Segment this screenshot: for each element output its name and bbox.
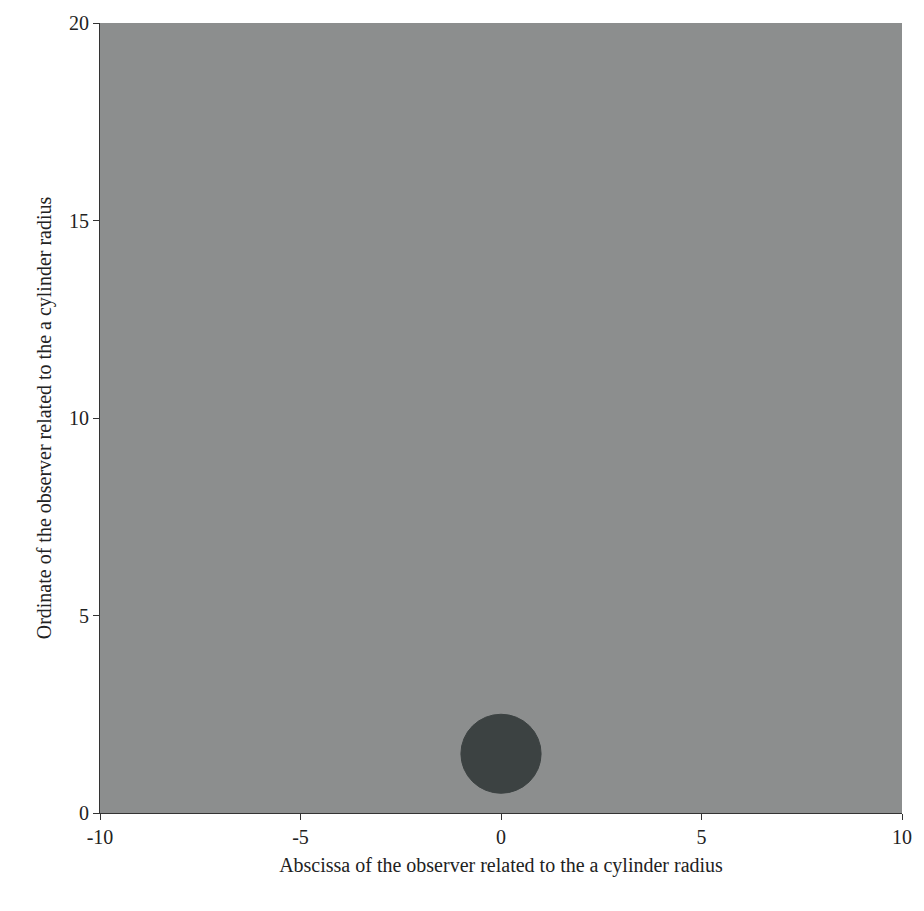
- svg-text:5: 5: [79, 605, 89, 627]
- svg-text:5: 5: [697, 826, 707, 848]
- svg-text:0: 0: [79, 802, 89, 824]
- svg-text:-5: -5: [292, 826, 309, 848]
- svg-text:10: 10: [69, 407, 89, 429]
- svg-text:Abscissa of the observer relat: Abscissa of the observer related to the …: [279, 854, 723, 877]
- svg-text:0: 0: [496, 826, 506, 848]
- svg-text:10: 10: [892, 826, 912, 848]
- svg-text:15: 15: [69, 210, 89, 232]
- svg-text:-10: -10: [87, 826, 114, 848]
- svg-text:20: 20: [69, 12, 89, 34]
- svg-text:Ordinate of the observer relat: Ordinate of the observer related to the …: [33, 196, 56, 639]
